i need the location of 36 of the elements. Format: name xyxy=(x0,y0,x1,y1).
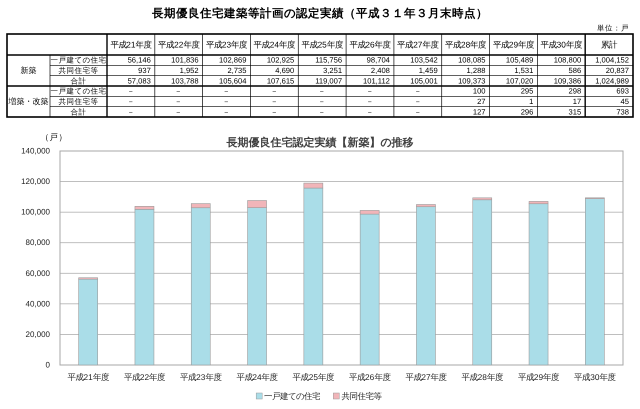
xtick: 平成22年度 xyxy=(124,372,166,382)
xtick: 平成29年度 xyxy=(518,372,560,382)
ytick: 20,000 xyxy=(26,330,50,339)
xtick: 平成30年度 xyxy=(574,372,616,382)
ylabel: （戸） xyxy=(40,132,68,142)
column: 平成27年度 xyxy=(397,40,438,50)
column: 平成23年度 xyxy=(206,40,248,50)
ytick: 120,000 xyxy=(21,177,50,186)
xtick: 平成23年度 xyxy=(180,372,222,382)
column: 平成29年度 xyxy=(492,40,534,50)
column: 累計 xyxy=(601,40,618,50)
ytick: 0 xyxy=(46,360,50,370)
xtick: 平成26年度 xyxy=(349,372,390,382)
ytick: 80,000 xyxy=(26,238,50,248)
row-group: 新築 xyxy=(20,66,36,75)
ytick: 60,000 xyxy=(26,268,50,278)
ytick: 140,000 xyxy=(21,146,50,156)
legend: 共同住宅等 xyxy=(341,391,382,401)
column: 平成21年度 xyxy=(110,40,152,50)
title: 長期優良住宅建築等計画の認定実績（平成３１年３月末時点） xyxy=(152,8,488,20)
row-group: 増築・改築 xyxy=(8,97,48,106)
column: 平成28年度 xyxy=(445,40,486,50)
title: 長期優良住宅認定実績【新築】の推移 xyxy=(226,137,414,149)
column: 平成22年度 xyxy=(158,40,200,50)
xtick: 平成25年度 xyxy=(292,372,334,382)
ytick: 40,000 xyxy=(26,299,50,308)
column: 平成24年度 xyxy=(254,40,295,50)
xtick: 平成28年度 xyxy=(462,372,503,382)
column: 平成30年度 xyxy=(540,40,582,50)
xtick: 平成27年度 xyxy=(405,372,447,382)
column: 平成25年度 xyxy=(302,40,343,50)
legend: 一戸建ての住宅 xyxy=(264,391,320,401)
xtick: 平成21年度 xyxy=(68,372,109,382)
ytick: 100,000 xyxy=(21,208,50,217)
xtick: 平成24年度 xyxy=(236,372,278,382)
column: 平成26年度 xyxy=(349,40,391,50)
